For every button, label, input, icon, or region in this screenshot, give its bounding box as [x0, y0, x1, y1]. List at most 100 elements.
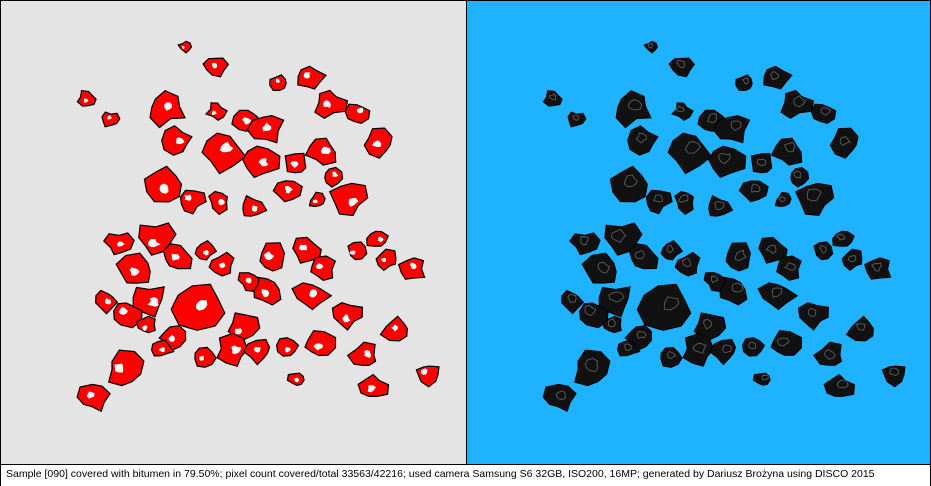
stone-highlight — [647, 43, 653, 49]
uncovered-speck — [242, 117, 252, 125]
uncovered-speck — [142, 325, 148, 331]
uncovered-speck — [299, 244, 308, 251]
covered-particle — [304, 137, 337, 166]
stone-particle — [742, 337, 766, 357]
uncovered-speck — [147, 297, 159, 307]
stone-particle — [660, 346, 683, 368]
stone-particle — [770, 137, 803, 166]
stone-highlight — [765, 244, 777, 255]
stone-particle — [735, 74, 753, 91]
stone-highlight — [836, 233, 846, 241]
uncovered-speck — [107, 115, 112, 120]
uncovered-speck — [171, 253, 180, 261]
stone-highlight — [871, 262, 882, 272]
stone-particle — [709, 338, 737, 366]
stone-highlight — [608, 291, 625, 303]
stone-particle — [609, 165, 648, 203]
uncovered-speck — [284, 347, 291, 353]
stone-particle — [542, 90, 563, 107]
stone-highlight — [819, 245, 827, 254]
stone-particle — [790, 166, 810, 188]
uncovered-speck — [262, 122, 272, 132]
uncovered-speck — [364, 350, 372, 358]
uncovered-speck — [218, 198, 225, 206]
covered-particle — [314, 89, 349, 120]
covered-particle — [101, 111, 121, 128]
uncovered-speck — [159, 183, 169, 194]
covered-particle — [177, 40, 193, 54]
stone-highlight — [666, 351, 677, 360]
stone-highlight — [597, 261, 611, 274]
stone-highlight — [677, 194, 689, 203]
covered-particle — [346, 341, 377, 367]
uncovered-speck — [372, 140, 382, 147]
covered-particle — [135, 315, 156, 334]
stone-highlight — [889, 367, 900, 377]
sample-photo-image — [542, 40, 906, 413]
uncovered-speck — [116, 241, 125, 247]
stone-highlight — [666, 244, 675, 254]
uncovered-speck — [391, 324, 398, 332]
stone-highlight — [730, 120, 742, 131]
stone-highlight — [761, 374, 770, 381]
stone-highlight — [748, 341, 757, 350]
uncovered-speck — [251, 205, 258, 212]
uncovered-speck — [348, 198, 359, 207]
covered-particle — [194, 239, 218, 261]
uncovered-speck — [263, 251, 275, 261]
uncovered-speck — [377, 236, 384, 243]
stone-highlight — [584, 305, 597, 316]
covered-particle — [310, 255, 337, 281]
stone-highlight — [572, 114, 580, 121]
stone-highlight — [770, 71, 780, 80]
stone-particle — [674, 251, 701, 277]
stone-particle — [708, 194, 734, 217]
stone-highlight — [836, 379, 849, 389]
stone-particle — [823, 373, 856, 397]
stone-highlight — [722, 344, 732, 354]
stone-particle — [615, 90, 652, 129]
covered-particle — [107, 349, 145, 387]
uncovered-speck — [275, 78, 280, 83]
uncovered-speck — [312, 199, 318, 204]
covered-particle — [201, 132, 247, 175]
caption-text: Sample [090] covered with bitumen in 79.… — [6, 468, 875, 480]
caption-bar: Sample [090] covered with bitumen in 79.… — [1, 464, 930, 486]
stone-particle — [682, 332, 714, 367]
stone-highlight — [610, 228, 627, 243]
uncovered-speck — [105, 298, 111, 305]
covered-particle — [328, 182, 369, 217]
covered-particle — [366, 230, 389, 247]
stone-particle — [569, 232, 601, 256]
uncovered-speck — [315, 263, 324, 270]
covered-particle — [324, 166, 344, 188]
stone-highlight — [684, 141, 701, 154]
covered-particle — [76, 383, 111, 413]
stone-highlight — [751, 183, 761, 193]
stone-highlight — [824, 349, 836, 360]
uncovered-speck — [258, 158, 269, 167]
stone-highlight — [718, 152, 731, 165]
stone-highlight — [628, 99, 643, 111]
uncovered-speck — [332, 171, 339, 177]
uncovered-speck — [118, 307, 128, 315]
uncovered-speck — [284, 185, 293, 194]
stone-particle — [574, 349, 611, 387]
stone-particle — [725, 242, 751, 272]
stone-particle — [776, 255, 802, 281]
uncovered-speck — [313, 343, 323, 351]
stone-highlight — [584, 357, 599, 372]
stone-highlight — [776, 337, 790, 347]
uncovered-speck — [219, 262, 226, 268]
stone-highlight — [731, 283, 744, 293]
stone-particle — [770, 330, 802, 357]
stone-particle — [812, 341, 843, 366]
stone-highlight — [771, 287, 783, 298]
stone-highlight — [807, 307, 817, 317]
uncovered-speck — [245, 277, 252, 284]
stone-particle — [845, 315, 874, 342]
stone-highlight — [580, 236, 589, 246]
uncovered-speck — [129, 267, 140, 276]
stone-highlight — [820, 106, 831, 116]
